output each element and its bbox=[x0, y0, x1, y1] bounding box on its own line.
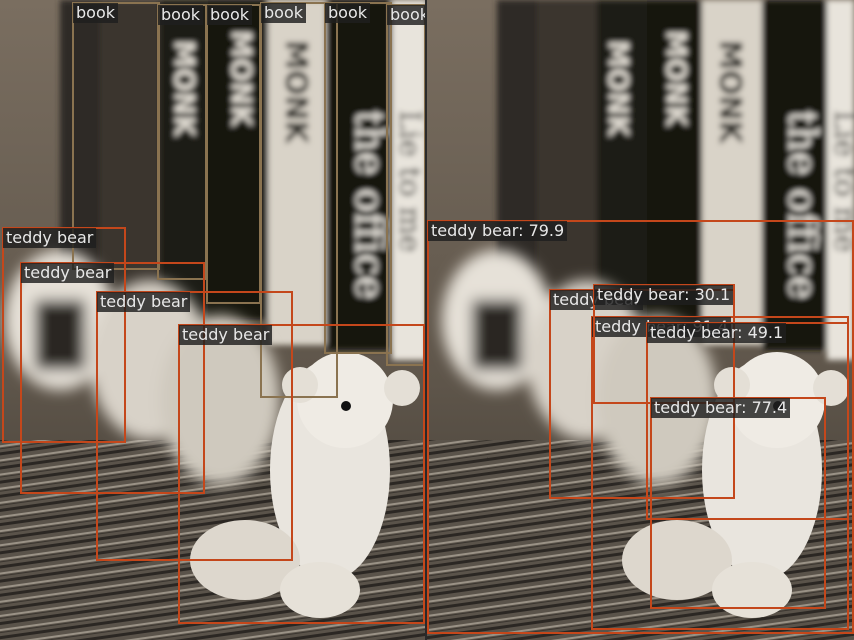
detection-box: book bbox=[157, 4, 207, 280]
left-panel: MONK MONK MONK the office Lie to me bbox=[0, 0, 427, 640]
svg-text:Lie to me: Lie to me bbox=[392, 110, 427, 253]
detection-label: book bbox=[73, 3, 118, 23]
detection-box: book bbox=[72, 2, 160, 270]
detection-label: teddy bear: 77.4 bbox=[651, 398, 791, 418]
detection-box: teddy bear: 79.9 bbox=[427, 220, 854, 634]
detection-label: teddy bear bbox=[3, 228, 97, 248]
detection-box: teddy bear bbox=[2, 227, 126, 443]
detection-label: book bbox=[325, 3, 370, 23]
detection-label: book bbox=[261, 3, 306, 23]
svg-text:MONK: MONK bbox=[712, 40, 747, 145]
detection-box: teddy bear: 77.4 bbox=[650, 397, 826, 609]
detection-box: teddy bear bbox=[96, 291, 293, 561]
detection-label: book bbox=[207, 5, 252, 25]
svg-text:MONK: MONK bbox=[225, 30, 258, 128]
detection-label: book bbox=[387, 5, 427, 25]
detection-label: teddy bear: 79.9 bbox=[428, 221, 568, 241]
detection-box: book bbox=[324, 2, 392, 354]
left-photo: MONK MONK MONK the office Lie to me bbox=[0, 0, 427, 640]
detection-label: book bbox=[158, 5, 203, 25]
right-panel: MONK MONK MONK the office Lie to me bbox=[427, 0, 854, 640]
detection-box: book bbox=[386, 4, 427, 366]
detection-label: teddy bear bbox=[21, 263, 115, 283]
detection-label: teddy bear bbox=[179, 325, 273, 345]
right-photo: MONK MONK MONK the office Lie to me bbox=[427, 0, 854, 640]
panel-divider bbox=[425, 0, 428, 640]
detection-box: teddy bear: 49.1 bbox=[646, 322, 849, 520]
detection-box: book bbox=[206, 4, 261, 304]
svg-text:the office: the office bbox=[346, 110, 392, 300]
svg-text:MONK: MONK bbox=[168, 40, 201, 138]
detection-box: book bbox=[260, 2, 338, 398]
detection-box: teddy bear bbox=[178, 324, 425, 624]
svg-text:the office: the office bbox=[779, 110, 825, 300]
svg-text:MONK: MONK bbox=[278, 40, 313, 145]
svg-text:MONK: MONK bbox=[660, 30, 693, 128]
detection-label: teddy bear: 30.1 bbox=[594, 285, 734, 305]
detection-box: teddy bear bbox=[20, 262, 205, 494]
detection-label: teddy bear bbox=[97, 292, 191, 312]
svg-text:Lie to me: Lie to me bbox=[827, 110, 854, 253]
svg-text:MONK: MONK bbox=[602, 40, 635, 138]
detection-box: teddy bear: 30.1 bbox=[593, 284, 735, 404]
detection-label: teddy bear: 49.1 bbox=[647, 323, 787, 343]
